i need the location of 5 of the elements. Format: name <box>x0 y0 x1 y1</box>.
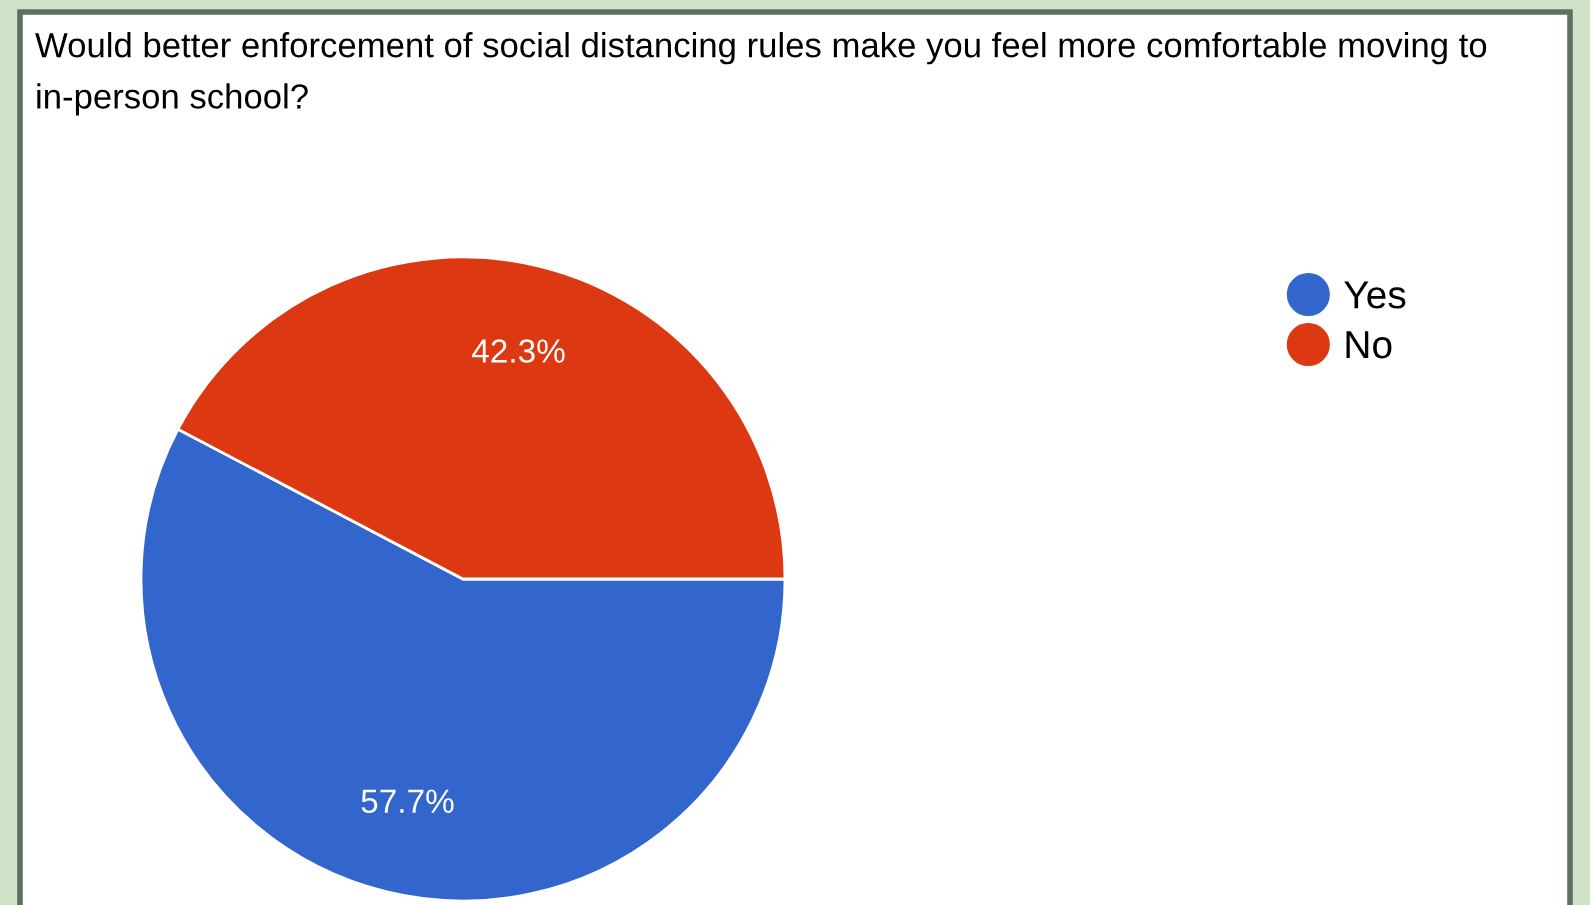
data-label: 42.3% <box>472 339 565 363</box>
chart-title: Would better enforcement of social distancing rules make you feel more comfortable moving to in-person school? <box>35 32 1487 116</box>
legend-label: Yes <box>1344 281 1406 309</box>
data-label: 57.7% <box>361 789 454 814</box>
legend-label: No <box>1346 331 1392 359</box>
